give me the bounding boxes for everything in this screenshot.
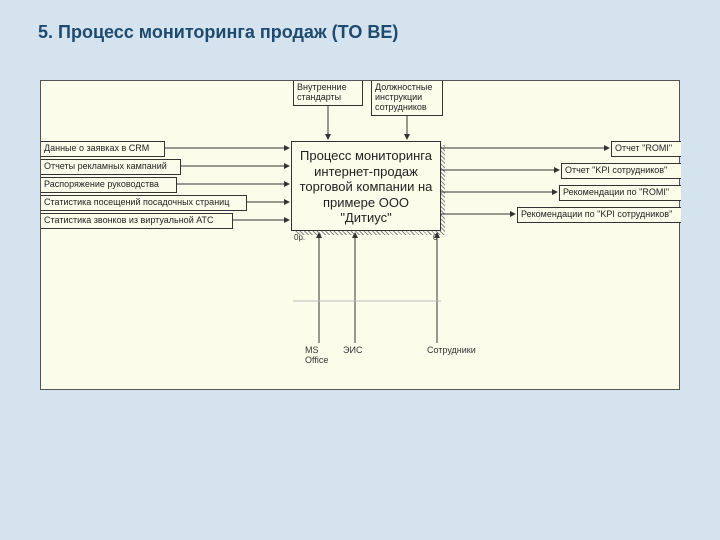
left-input-box: Распоряжение руководства <box>41 177 177 193</box>
center-process-text: Процесс мониторинга интернет-продаж торг… <box>300 148 433 225</box>
bottom-input-label: MS Office <box>305 345 339 365</box>
left-input-label: Статистика посещений посадочных страниц <box>44 197 229 207</box>
right-output-label: Рекомендации по "ROMI" <box>563 187 669 197</box>
page-title: 5. Процесс мониторинга продаж (TO BE) <box>38 22 398 43</box>
right-output-box: Отчет "KPI сотрудников" <box>561 163 681 179</box>
right-output-box: Рекомендации по "KPI сотрудников" <box>517 207 681 223</box>
left-input-box: Отчеты рекламных кампаний <box>41 159 181 175</box>
top-input-label: Внутренние стандарты <box>297 82 347 102</box>
left-input-label: Отчеты рекламных кампаний <box>44 161 167 171</box>
right-output-label: Рекомендации по "KPI сотрудников" <box>521 209 672 219</box>
center-corner-left: 0р. <box>294 233 305 242</box>
left-input-box: Статистика посещений посадочных страниц <box>41 195 247 211</box>
top-input-box: Внутренние стандарты <box>293 81 363 106</box>
left-input-label: Статистика звонков из виртуальной АТС <box>44 215 214 225</box>
left-input-label: Распоряжение руководства <box>44 179 159 189</box>
left-input-box: Данные о заявках в CRM <box>41 141 165 157</box>
right-output-box: Рекомендации по "ROMI" <box>559 185 681 201</box>
right-output-label: Отчет "KPI сотрудников" <box>565 165 667 175</box>
top-input-label: Должностные инструкции сотрудников <box>375 82 432 112</box>
right-output-label: Отчет "ROMI" <box>615 143 672 153</box>
left-input-box: Статистика звонков из виртуальной АТС <box>41 213 233 229</box>
diagram-canvas: Процесс мониторинга интернет-продаж торг… <box>40 80 680 390</box>
top-input-box: Должностные инструкции сотрудников <box>371 81 443 116</box>
left-input-label: Данные о заявках в CRM <box>44 143 149 153</box>
bottom-input-label: Сотрудники <box>427 345 487 355</box>
right-output-box: Отчет "ROMI" <box>611 141 681 157</box>
center-process-box: Процесс мониторинга интернет-продаж торг… <box>291 141 441 231</box>
bottom-input-label: ЭИС <box>343 345 373 355</box>
center-corner-right: 0 <box>433 233 437 242</box>
